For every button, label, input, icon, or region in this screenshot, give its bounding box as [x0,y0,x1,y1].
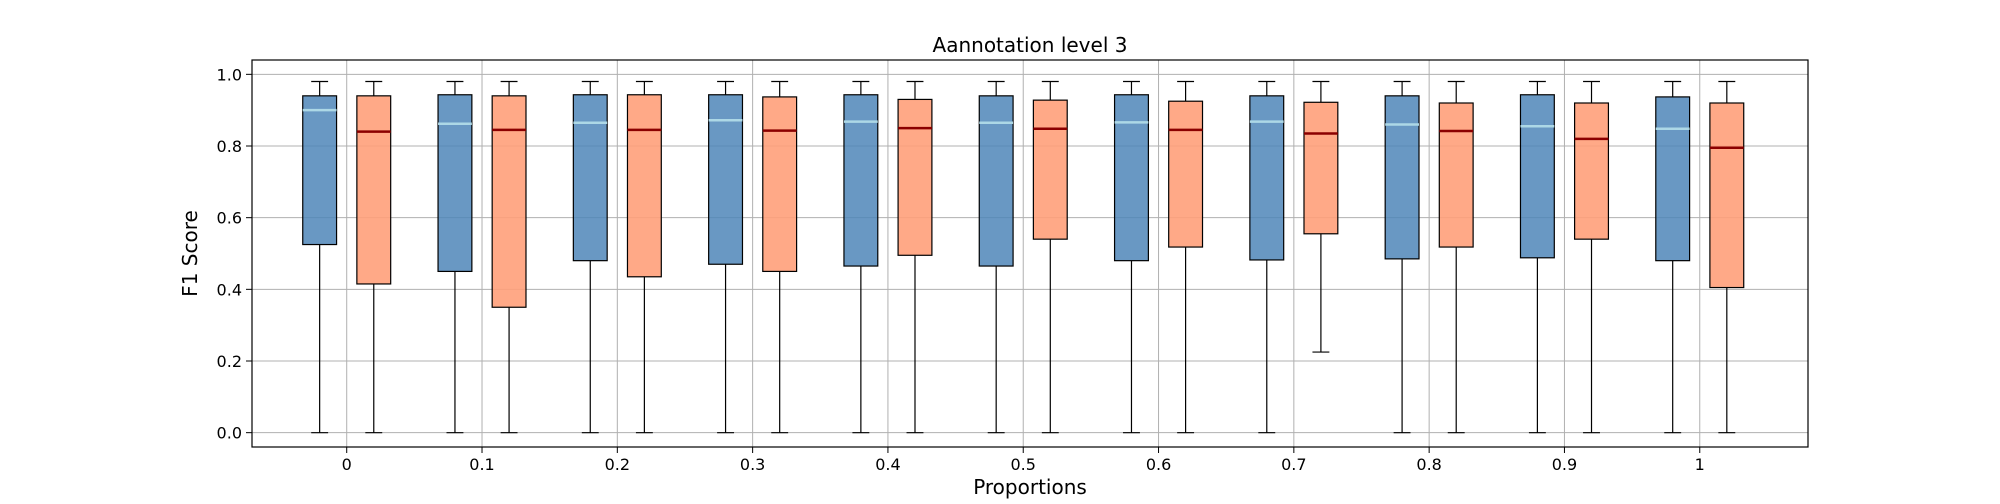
x-axis-label: Proportions [973,475,1087,499]
box-rect [1168,100,1204,248]
box-rect [1438,102,1474,248]
box-rect [1303,101,1339,235]
box-rect [1384,95,1420,260]
x-tick-label: 0.6 [1146,455,1171,474]
x-tick-label: 0.9 [1552,455,1577,474]
x-tick-label: 0 [342,455,352,474]
chart-title: Aannotation level 3 [933,33,1128,57]
box-rect [572,94,608,262]
y-tick-label: 0.2 [217,352,242,371]
box-rect [1249,95,1285,261]
x-tick-label: 0.7 [1281,455,1306,474]
x-tick-label: 0.2 [605,455,630,474]
x-tick-label: 0.5 [1011,455,1036,474]
box-rect [437,94,473,273]
x-tick-label: 0.3 [740,455,765,474]
box-rect [1113,94,1149,262]
box-rect [843,94,879,267]
box-rect [1032,99,1068,240]
x-tick-label: 1 [1695,455,1705,474]
y-tick-label: 0.4 [217,280,242,299]
box-rect [897,98,933,256]
y-tick-label: 0.0 [217,424,242,443]
box-rect [762,96,798,273]
box-rect [356,95,392,285]
y-axis-label: F1 Score [178,210,202,297]
x-tick-label: 0.4 [875,455,900,474]
box-rect [491,95,527,308]
y-tick-label: 1.0 [217,65,242,84]
box-layer [302,80,1745,434]
box-rect [1573,102,1610,240]
tick-layer: 0.0 0.2 0.4 0.6 0.8 1.0 0 0.1 0.2 0.3 0.4 0.5 0.6 0.7… [217,65,1705,474]
x-tick-label: 0.8 [1416,455,1441,474]
plot-frame [251,59,1809,448]
box-rect [978,95,1014,267]
y-tick-label: 0.8 [217,137,242,156]
box-rect [708,94,744,265]
box-rect [1519,94,1555,259]
x-tick-label: 0.1 [469,455,494,474]
box-rect [1655,96,1691,262]
box-rect [626,94,662,278]
box-rect [302,95,338,246]
box-rect [1709,102,1745,289]
y-tick-label: 0.6 [217,209,242,228]
